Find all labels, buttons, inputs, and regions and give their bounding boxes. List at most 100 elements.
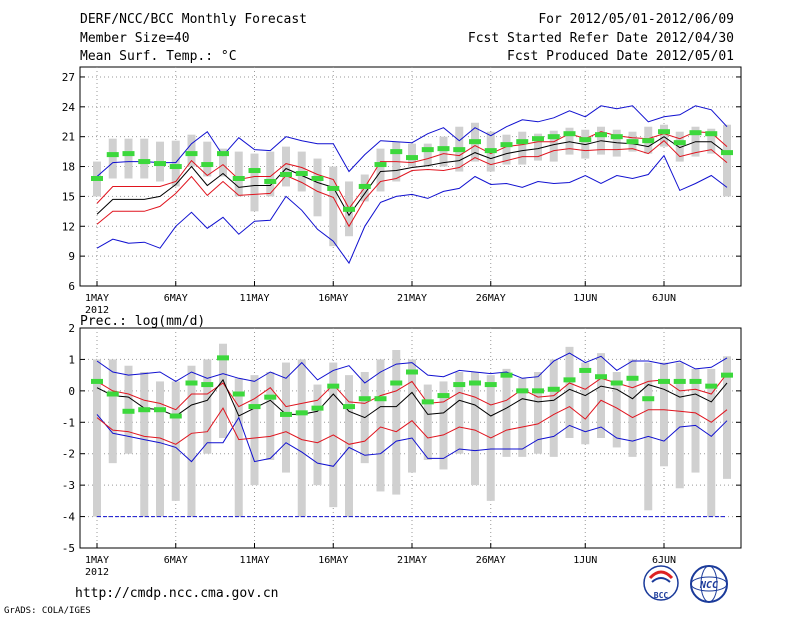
temperature-box [219,148,227,177]
temperature-lower-line [96,140,728,228]
precipitation-obs-marker [169,413,182,419]
temperature-obs-marker [201,162,214,168]
temperature-box [313,158,322,217]
precipitation-box [707,368,716,517]
precipitation-ytick-label: -1 [62,416,75,429]
precip-label: Prec.: log(mm/d) [80,314,205,329]
temperature-box [187,134,196,167]
temperature-obs-marker [185,151,198,157]
temperature-obs-marker [406,155,418,161]
temperature-xtick-label: 26MAY [476,293,506,304]
precipitation-ytick-label: -2 [62,448,75,461]
temperature-obs-marker [453,147,466,153]
temperature-ensemble-mean-line [96,136,728,217]
temperature-obs-marker [532,136,544,142]
temperature-box [565,127,574,155]
precipitation-obs-marker [232,391,245,397]
precipitation-box [376,359,385,492]
temperature-box [376,148,385,192]
temperature-ytick-label: 6 [68,280,75,293]
temperature-obs-marker [327,185,340,191]
temperature-year-label: 2012 [85,305,109,316]
precipitation-xtick-label: 1JUN [573,555,597,566]
precipitation-box [502,368,511,457]
temperature-frame [79,66,742,287]
precipitation-obs-marker [721,372,733,378]
temperature-obs-marker [484,148,497,154]
temperature-box [282,146,290,187]
precipitation-obs-marker [547,386,560,392]
precipitation-box [675,362,684,489]
temperature-obs-marker [217,151,229,157]
precipitation-box [140,372,149,517]
precipitation-min-line [96,414,728,467]
temperature-box [723,124,731,197]
temperature-ytick-label: 21 [62,131,75,144]
temperature-box [124,138,133,179]
precipitation-xtick-label: 26MAY [476,555,506,566]
precipitation-obs-marker [532,388,544,394]
temperature-xtick-label: 6JUN [652,293,676,304]
temperature-obs-marker [516,139,529,145]
temperature-box [518,131,527,165]
precipitation-obs-marker [579,367,592,373]
temperature-box [266,151,275,197]
precipitation-box [108,359,117,464]
precipitation-box [581,362,590,445]
precipitation-obs-marker [595,374,607,380]
temperature-xtick-label: 21MAY [397,293,427,304]
precipitation-obs-marker [421,399,434,405]
chart-title: DERF/NCC/BCC Monthly Forecast [80,12,307,27]
precipitation-box [439,381,448,470]
temperature-box [675,131,684,162]
precipitation-ytick-label: -4 [62,511,76,524]
ncc-logo: NCC [690,565,728,603]
precipitation-obs-marker [484,382,497,388]
temperature-box [329,166,338,247]
temperature-box [660,124,668,147]
precipitation-obs-marker [453,382,466,388]
precipitation-ytick-label: 1 [68,353,75,366]
temperature-box [549,130,558,162]
precipitation-box [408,359,416,473]
precipitation-obs-marker [248,404,261,410]
precipitation-box [565,346,574,438]
temperature-obs-marker [642,138,655,144]
variable-label: Mean Surf. Temp.: °C [80,49,237,64]
precipitation-obs-marker [311,405,324,411]
temperature-box [171,140,180,187]
precipitation-box [203,359,212,454]
temperature-ytick-label: 12 [62,220,75,233]
temperature-box [707,128,716,154]
temperature-max-line [96,154,728,265]
temperature-ytick-label: 27 [62,71,75,84]
precipitation-obs-marker [689,378,702,384]
temperature-min-line [96,105,728,177]
precipitation-box [93,359,101,517]
precipitation-ytick-label: 2 [68,322,75,335]
precipitation-obs-marker [91,378,103,384]
precipitation-obs-marker [642,396,655,402]
temperature-obs-marker [673,140,686,146]
temperature-xtick-label: 1MAY [85,293,109,304]
temperature-obs-marker [358,183,371,189]
precipitation-ytick-label: -3 [62,479,75,492]
precipitation-obs-marker [563,377,576,383]
precipitation-box [234,378,243,517]
temperature-xtick-label: 16MAY [318,293,348,304]
precipitation-box [282,362,290,473]
temperature-obs-marker [248,168,261,174]
precipitation-obs-marker [658,378,670,384]
temperature-obs-marker [500,142,513,148]
bcc-logo-text: BCC [654,591,669,600]
precipitation-obs-marker [358,396,371,402]
precipitation-box [392,350,401,495]
precipitation-box [723,356,731,479]
temperature-obs-marker [658,129,670,135]
grads-credit: GrADS: COLA/IGES [4,606,91,616]
precipitation-obs-marker [406,369,418,375]
temperature-obs-marker [610,134,623,140]
precipitation-xtick-label: 16MAY [318,555,348,566]
precipitation-obs-marker [327,383,340,389]
